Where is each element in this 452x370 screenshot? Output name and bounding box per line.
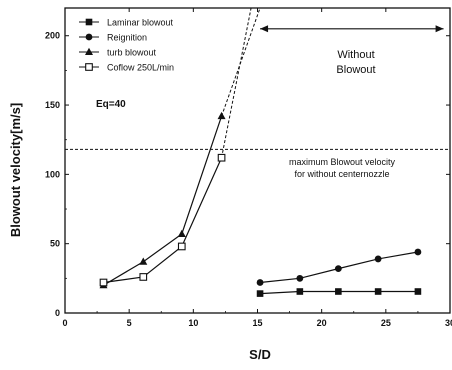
series-extension-dashed xyxy=(221,7,252,158)
x-tick-label: 15 xyxy=(252,318,262,328)
x-tick-label: 30 xyxy=(445,318,452,328)
marker-triangle-filled xyxy=(177,229,186,237)
marker-square-open xyxy=(217,153,226,162)
marker-triangle-filled xyxy=(139,257,148,265)
y-tick-label: 0 xyxy=(55,308,60,318)
marker-square-filled xyxy=(335,288,342,295)
marker-circle-filled xyxy=(374,255,382,263)
series-layer xyxy=(99,7,422,297)
y-tick-label: 200 xyxy=(45,31,60,41)
without-blowout-label-line2: Blowout xyxy=(336,64,375,76)
marker-circle-filled xyxy=(296,274,304,282)
legend-label: turb blowout xyxy=(107,48,157,58)
x-tick-label: 10 xyxy=(188,318,198,328)
reference-layer xyxy=(65,25,450,150)
y-tick-label: 150 xyxy=(45,100,60,110)
y-tick-label: 100 xyxy=(45,169,60,179)
legend-item: turb blowout xyxy=(79,48,157,58)
marker-circle-filled xyxy=(334,265,342,273)
series-coflow-250l-min xyxy=(99,7,252,287)
marker-square-open xyxy=(177,242,186,251)
y-axis-title: Blowout velocity[m/s] xyxy=(8,103,23,237)
marker-square-filled xyxy=(296,288,304,295)
series-line xyxy=(103,157,223,284)
marker-square-filled xyxy=(414,288,422,295)
marker-circle-filled xyxy=(85,33,93,41)
marker-circle-filled xyxy=(256,279,264,286)
arrow-head-left xyxy=(260,25,269,33)
axes: 0 5 10 15 20 25 30 0 50 100 150 200 xyxy=(45,8,452,328)
arrow-head-right xyxy=(435,25,444,33)
series-reignition xyxy=(256,248,422,286)
x-tick-label: 5 xyxy=(127,318,132,328)
y-tick-label: 50 xyxy=(50,239,60,249)
legend-label: Reignition xyxy=(107,33,147,43)
marker-square-open xyxy=(99,278,108,287)
without-blowout-label-line1: Without xyxy=(337,49,374,61)
max-velocity-label-line2: for without centernozzle xyxy=(294,169,389,179)
marker-triangle-filled xyxy=(217,111,226,120)
max-velocity-label-line1: maximum Blowout velocity xyxy=(289,157,396,167)
legend-item: Reignition xyxy=(79,33,147,43)
legend-item: Laminar blowout xyxy=(79,18,174,28)
marker-square-filled xyxy=(374,288,382,295)
marker-square-filled xyxy=(85,18,93,26)
marker-square-open xyxy=(85,63,93,71)
x-tick-label: 0 xyxy=(62,318,67,328)
x-tick-label: 25 xyxy=(381,318,391,328)
legend: Laminar blowout Reignition turb blowout Cof… xyxy=(79,18,174,73)
series-laminar-blowout xyxy=(256,288,422,297)
marker-circle-filled xyxy=(414,248,422,256)
marker-triangle-filled xyxy=(85,47,93,55)
legend-item: Coflow 250L/min xyxy=(79,63,174,73)
legend-label: Coflow 250L/min xyxy=(107,63,174,73)
eq-annotation: Eq=40 xyxy=(96,99,126,110)
marker-square-open xyxy=(139,273,148,281)
marker-square-filled xyxy=(256,290,264,297)
x-axis-title: S/D xyxy=(249,347,271,362)
legend-label: Laminar blowout xyxy=(107,18,174,28)
series-line xyxy=(103,115,223,286)
x-tick-label: 20 xyxy=(317,318,327,328)
